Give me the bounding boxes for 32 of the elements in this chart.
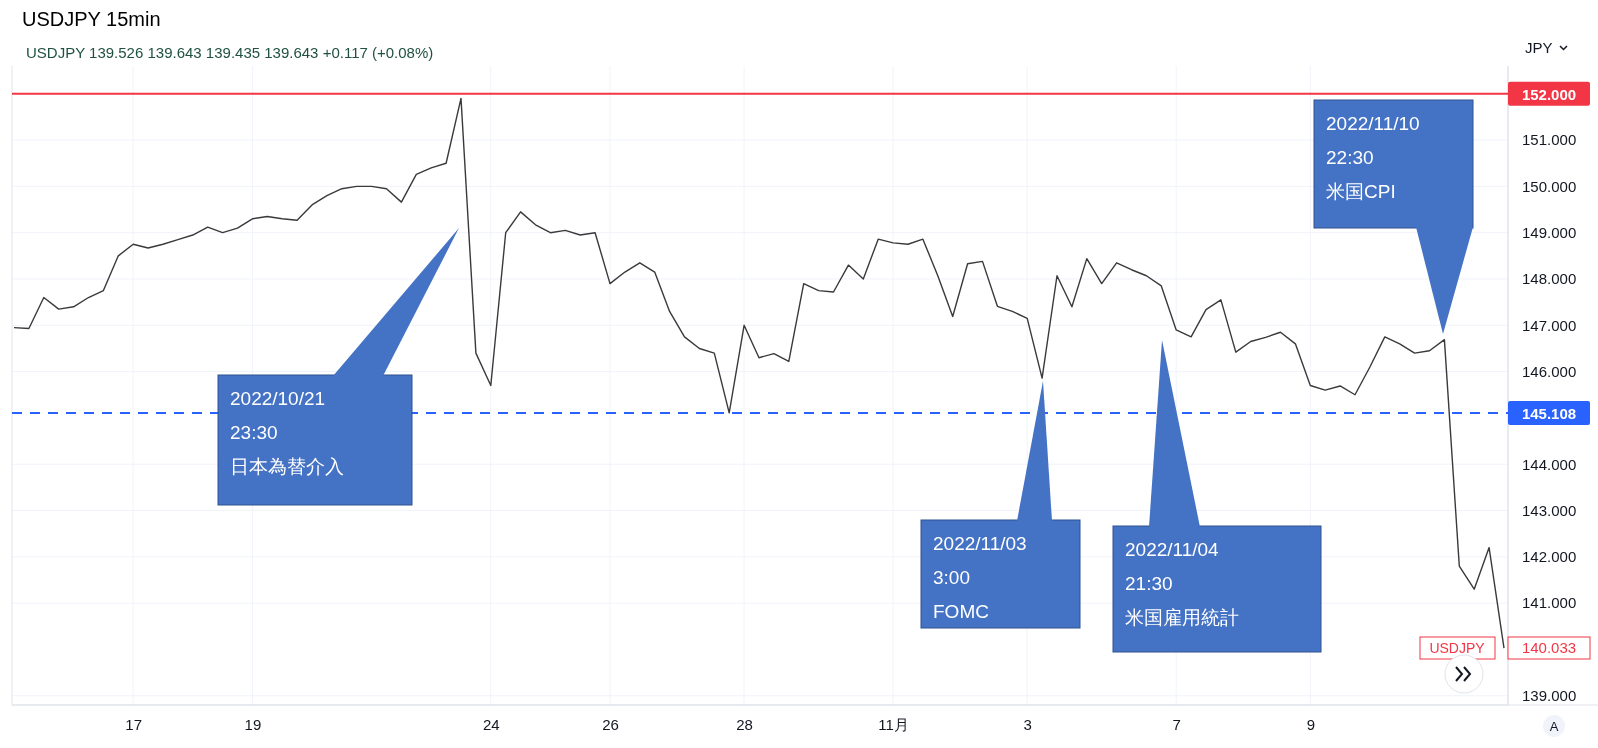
annotation: 2022/11/04 21:30 米国雇用統計 (1125, 539, 1239, 628)
y-tick-label: 142.000 (1522, 548, 1577, 566)
y-tick-label: 148.000 (1522, 270, 1577, 288)
text: A (1549, 719, 1559, 734)
x-tick-label: 9 (1306, 715, 1315, 733)
chart-subtitle: USDJPY 139.526 139.643 139.435 139.643 +0.117 (+0.08%) (26, 44, 434, 61)
ref-line-label: 145.108 (1521, 404, 1577, 422)
x-tick-label: 3 (1023, 715, 1032, 733)
annotation: 2022/10/21 23:30 日本為替介入 (230, 388, 344, 477)
annotation: 2022/11/03 3:00 FOMC (933, 533, 1027, 622)
x-tick-label: 11月 (878, 715, 909, 733)
y-tick-label: 149.000 (1522, 224, 1577, 241)
x-tick-label: 7 (1172, 715, 1181, 733)
annotation: USDJPY (1429, 640, 1486, 656)
x-tick-label: 24 (482, 715, 500, 733)
y-tick-label: 147.000 (1522, 316, 1577, 334)
y-tick-label: 141.000 (1522, 594, 1577, 612)
chart-title: USDJPY 15min (22, 8, 161, 30)
y-tick-label: 151.000 (1522, 131, 1577, 149)
x-tick-label: 26 (602, 715, 619, 733)
text: 140.033 (1521, 639, 1577, 656)
annotation: 2022/11/10 22:30 米国CPI (1326, 113, 1420, 202)
y-tick-label: 146.000 (1522, 362, 1577, 380)
text: JPY (1525, 39, 1553, 56)
y-tick-label: 150.000 (1522, 177, 1577, 195)
y-tick-label: 139.000 (1522, 687, 1577, 705)
y-tick-label: 144.000 (1522, 455, 1577, 473)
x-tick-label: 17 (125, 715, 143, 733)
x-tick-label: 28 (736, 715, 753, 733)
y-tick-label: 143.000 (1522, 501, 1577, 519)
ref-line-label: 152.000 (1521, 85, 1577, 103)
x-tick-label: 19 (244, 715, 262, 733)
